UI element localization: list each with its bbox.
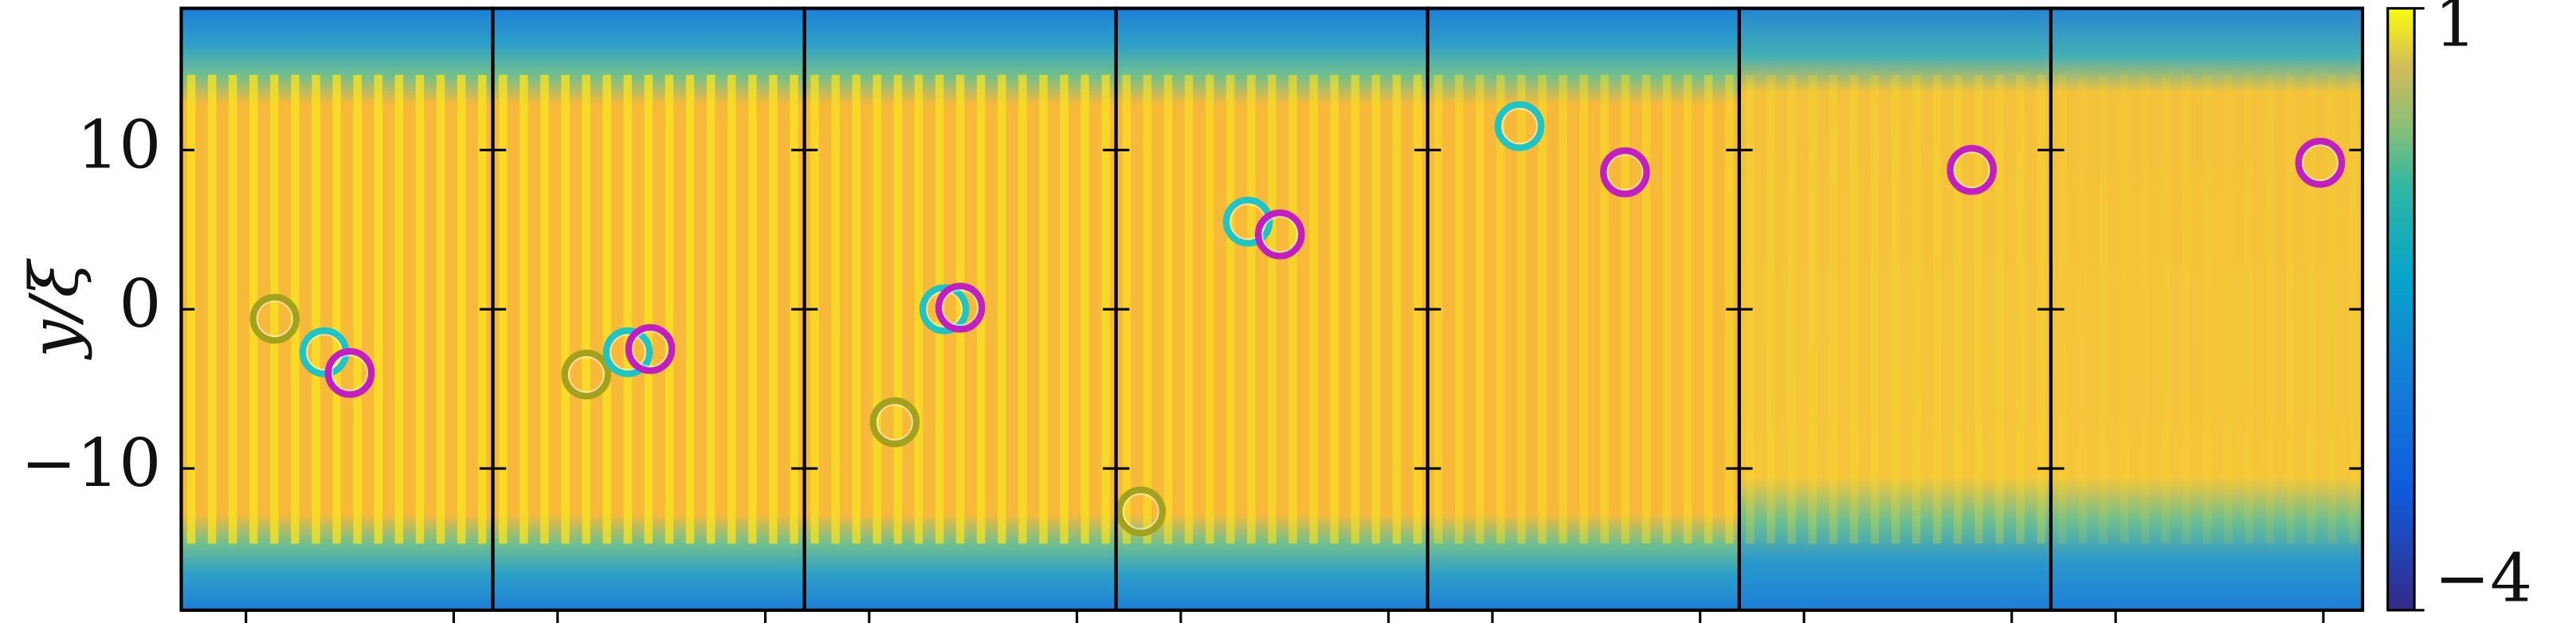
vortex-marker-inner bbox=[1261, 216, 1299, 253]
vortex-marker bbox=[324, 347, 375, 398]
vortex-marker bbox=[919, 284, 970, 335]
y-tick-label: −10 bbox=[21, 425, 161, 502]
vortex-marker-inner bbox=[256, 300, 293, 338]
vortex-marker-inner bbox=[610, 334, 646, 371]
heatmap-stripes bbox=[1739, 74, 2051, 544]
vortex-marker bbox=[561, 349, 612, 400]
vortex-marker bbox=[1600, 147, 1650, 198]
vortex-marker bbox=[1222, 196, 1273, 247]
colorbar-tick-label: −4 bbox=[2434, 540, 2532, 617]
heatmap-stripes bbox=[804, 74, 1116, 544]
vortex-marker-inner bbox=[2301, 144, 2339, 182]
vortex-marker-inner bbox=[632, 331, 669, 368]
colorbar-tick-label: 1 bbox=[2434, 0, 2476, 61]
vortex-marker bbox=[1254, 209, 1305, 260]
vortex-marker bbox=[869, 397, 920, 448]
panel-frame bbox=[2049, 6, 2365, 612]
vortex-marker-inner bbox=[331, 355, 369, 392]
vortex-marker bbox=[1947, 145, 1997, 195]
vortex-marker-inner bbox=[567, 356, 605, 394]
heatmap-stripes bbox=[1427, 74, 1739, 544]
y-tick-label: 10 bbox=[76, 106, 161, 183]
vortex-marker bbox=[935, 282, 986, 333]
vortex-marker bbox=[602, 327, 653, 378]
heatmap-stripes bbox=[492, 74, 805, 544]
heatmap-stripes bbox=[1115, 74, 1428, 544]
vortex-marker bbox=[625, 323, 676, 374]
colorbar bbox=[2386, 6, 2416, 612]
vortex-marker bbox=[249, 293, 300, 344]
vortex-marker-inner bbox=[1606, 154, 1644, 191]
vortex-marker-inner bbox=[1122, 493, 1159, 530]
y-tick-label: 0 bbox=[119, 265, 161, 343]
vortex-marker-inner bbox=[942, 289, 979, 327]
vortex-marker bbox=[2295, 138, 2346, 188]
vortex-marker-inner bbox=[1953, 151, 1990, 189]
vortex-marker bbox=[1494, 101, 1545, 151]
vortex-marker bbox=[1115, 486, 1166, 537]
heatmap-stripes bbox=[181, 74, 493, 544]
vortex-marker-inner bbox=[1501, 108, 1539, 145]
heatmap-stripes bbox=[2050, 74, 2363, 544]
vortex-marker-inner bbox=[876, 404, 913, 441]
y-axis-label: y/ξ bbox=[16, 258, 93, 361]
